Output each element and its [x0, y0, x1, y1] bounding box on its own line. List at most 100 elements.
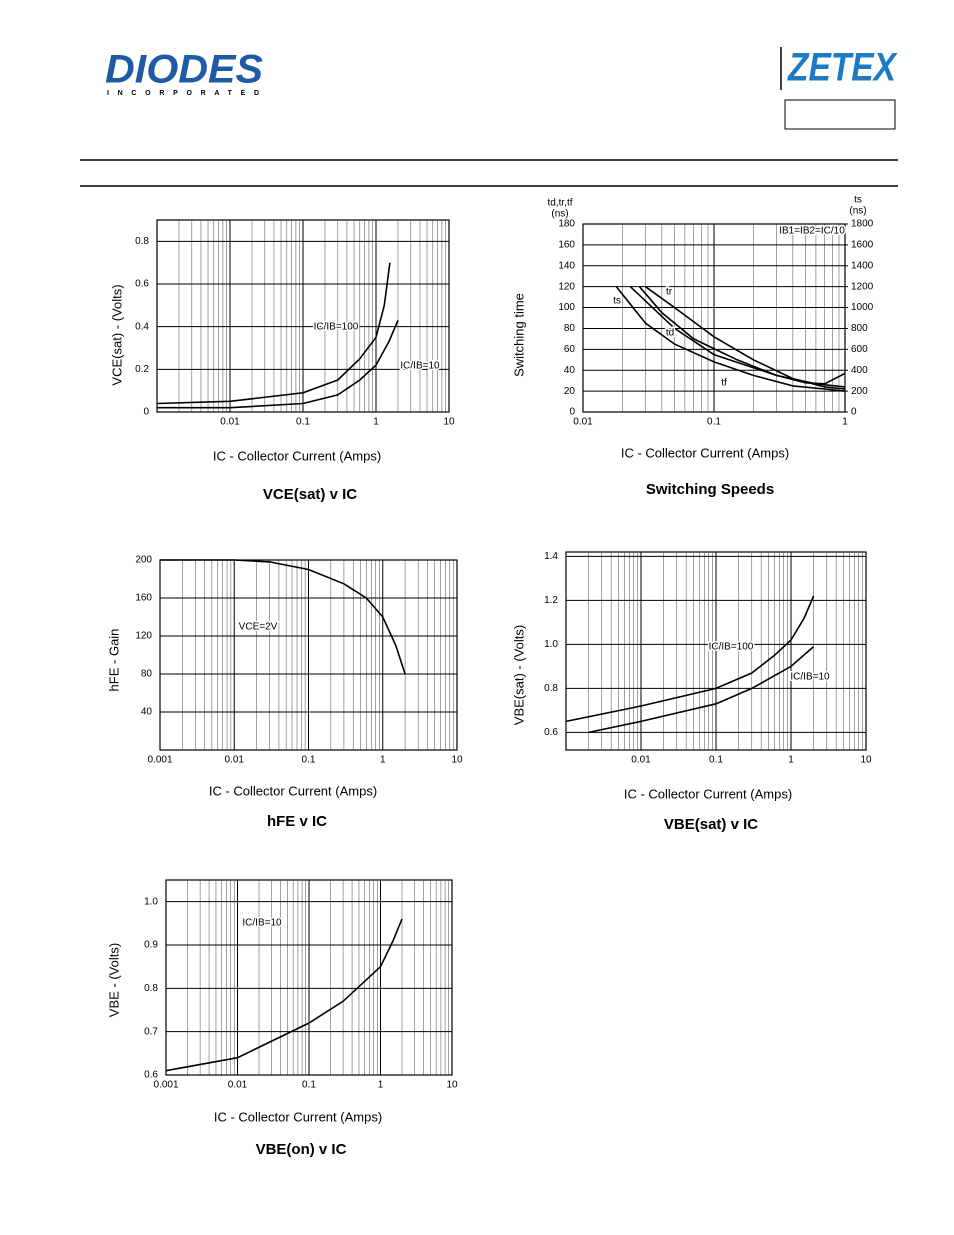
- x-tick-label: 0.1: [302, 755, 316, 766]
- y-tick-label: 120: [558, 281, 575, 292]
- x-tick-label: 0.1: [296, 417, 310, 428]
- series-label: tf: [721, 378, 727, 389]
- y2-tick-label: 600: [851, 344, 868, 355]
- series-label: IC/IB=100: [314, 322, 359, 333]
- series-line: [638, 286, 846, 385]
- series-label: IC/IB=10: [400, 361, 440, 372]
- y-tick-label: 140: [558, 260, 575, 271]
- y-tick-label: 0.7: [144, 1026, 158, 1037]
- x-tick-label: 0.01: [228, 1080, 248, 1091]
- y-tick-label: 0: [569, 407, 575, 418]
- y-tick-label: 80: [564, 323, 576, 334]
- chart-title: VBE(on) v IC: [256, 1141, 347, 1158]
- y-tick-label: 0.8: [544, 683, 558, 694]
- chart-title: VBE(sat) v IC: [664, 816, 758, 833]
- y-tick-label: 40: [564, 365, 576, 376]
- y-tick-label: 160: [135, 593, 152, 604]
- x-tick-label: 0.1: [707, 417, 721, 428]
- series-line: [615, 286, 846, 392]
- x-tick-label: 0.1: [709, 755, 723, 766]
- x-tick-label: 0.01: [631, 755, 651, 766]
- brand: ZETEX: [787, 46, 898, 90]
- y-tick-label: 60: [564, 344, 576, 355]
- x-tick-label: 1: [378, 1080, 384, 1091]
- y-axis-label: hFE - Gain: [106, 629, 121, 692]
- logo: DIODES: [105, 48, 263, 92]
- x-tick-label: 0.001: [153, 1080, 178, 1091]
- y-tick-label: 1.4: [544, 551, 558, 562]
- x-tick-label: 10: [446, 1080, 458, 1091]
- series-line: [157, 319, 399, 409]
- x-tick-label: 0.1: [302, 1080, 316, 1091]
- y2-tick-label: 200: [851, 386, 868, 397]
- y-tick-label: 160: [558, 240, 575, 251]
- x-tick-label: 0.01: [573, 417, 593, 428]
- series-line: [645, 286, 846, 390]
- y2-tick-label: 1800: [851, 219, 874, 230]
- x-tick-label: 10: [443, 417, 455, 428]
- series-label: tr: [666, 287, 673, 298]
- y-tick-label: 1.0: [544, 639, 558, 650]
- y-tick-label: 0.2: [135, 364, 149, 375]
- x-axis-label: IC - Collector Current (Amps): [621, 445, 789, 460]
- annotation: VCE=2V: [239, 622, 278, 633]
- y2-tick-label: 0: [851, 407, 857, 418]
- x-axis-label: IC - Collector Current (Amps): [213, 448, 381, 463]
- x-tick-label: 10: [860, 755, 872, 766]
- x-tick-label: 0.01: [225, 755, 245, 766]
- x-tick-label: 1: [788, 755, 794, 766]
- series-line: [588, 645, 815, 734]
- x-tick-label: 0.01: [220, 417, 240, 428]
- series-label: ts: [613, 296, 621, 307]
- y-tick-label: 1.2: [544, 595, 558, 606]
- series-label: IC/IB=10: [790, 672, 830, 683]
- chart-title: Switching Speeds: [646, 481, 774, 498]
- chart-title: VCE(sat) v IC: [263, 486, 357, 503]
- x-axis-label: IC - Collector Current (Amps): [624, 786, 792, 801]
- y-tick-label: 0.8: [144, 983, 158, 994]
- series-label: IC/IB=10: [242, 918, 282, 929]
- y-axis-label: VBE(sat) - (Volts): [511, 625, 526, 725]
- y-tick-label: 1.0: [144, 896, 158, 907]
- y-tick-label: 180: [558, 219, 575, 230]
- y2-tick-label: 1600: [851, 240, 874, 251]
- chart-title: hFE v IC: [267, 813, 327, 830]
- y-tick-label: 200: [135, 555, 152, 566]
- y-tick-label: 100: [558, 302, 575, 313]
- y-tick-label: 120: [135, 631, 152, 642]
- series-line: [156, 262, 391, 405]
- x-tick-label: 1: [380, 755, 386, 766]
- y2-tick-label: 1400: [851, 260, 874, 271]
- y2-tick-label: 1200: [851, 281, 874, 292]
- series-line: [565, 595, 815, 723]
- y-tick-label: 0.6: [144, 1070, 158, 1081]
- x-tick-label: 1: [842, 417, 848, 428]
- y-tick-label: 20: [564, 386, 576, 397]
- y-axis-label: Switching time: [511, 293, 526, 377]
- y-tick-label: 0: [143, 407, 149, 418]
- y-tick-label: 80: [141, 669, 153, 680]
- x-tick-label: 1: [373, 417, 379, 428]
- x-axis-label: IC - Collector Current (Amps): [209, 783, 377, 798]
- series-line: [165, 918, 403, 1072]
- y-unit-label: (ns): [551, 209, 568, 220]
- y2-unit-label: (ns): [849, 206, 866, 217]
- y-tick-label: 0.9: [144, 940, 158, 951]
- x-axis-label: IC - Collector Current (Amps): [214, 1109, 382, 1124]
- y-tick-label: 40: [141, 707, 153, 718]
- y-axis-label: VBE - (Volts): [106, 943, 121, 1017]
- y2-tick-label: 1000: [851, 302, 874, 313]
- brand-box: [784, 99, 896, 130]
- y-unit-label: td,tr,tf: [547, 198, 572, 209]
- series-label: IC/IB=100: [709, 642, 754, 653]
- y-tick-label: 0.8: [135, 236, 149, 247]
- x-tick-label: 10: [451, 755, 463, 766]
- y2-tick-label: 800: [851, 323, 868, 334]
- y2-tick-label: 400: [851, 365, 868, 376]
- y-tick-label: 0.4: [135, 321, 149, 332]
- y-tick-label: 0.6: [544, 727, 558, 738]
- series-line: [160, 559, 406, 675]
- y2-unit-label: ts: [854, 195, 862, 206]
- series-label: td: [666, 328, 674, 339]
